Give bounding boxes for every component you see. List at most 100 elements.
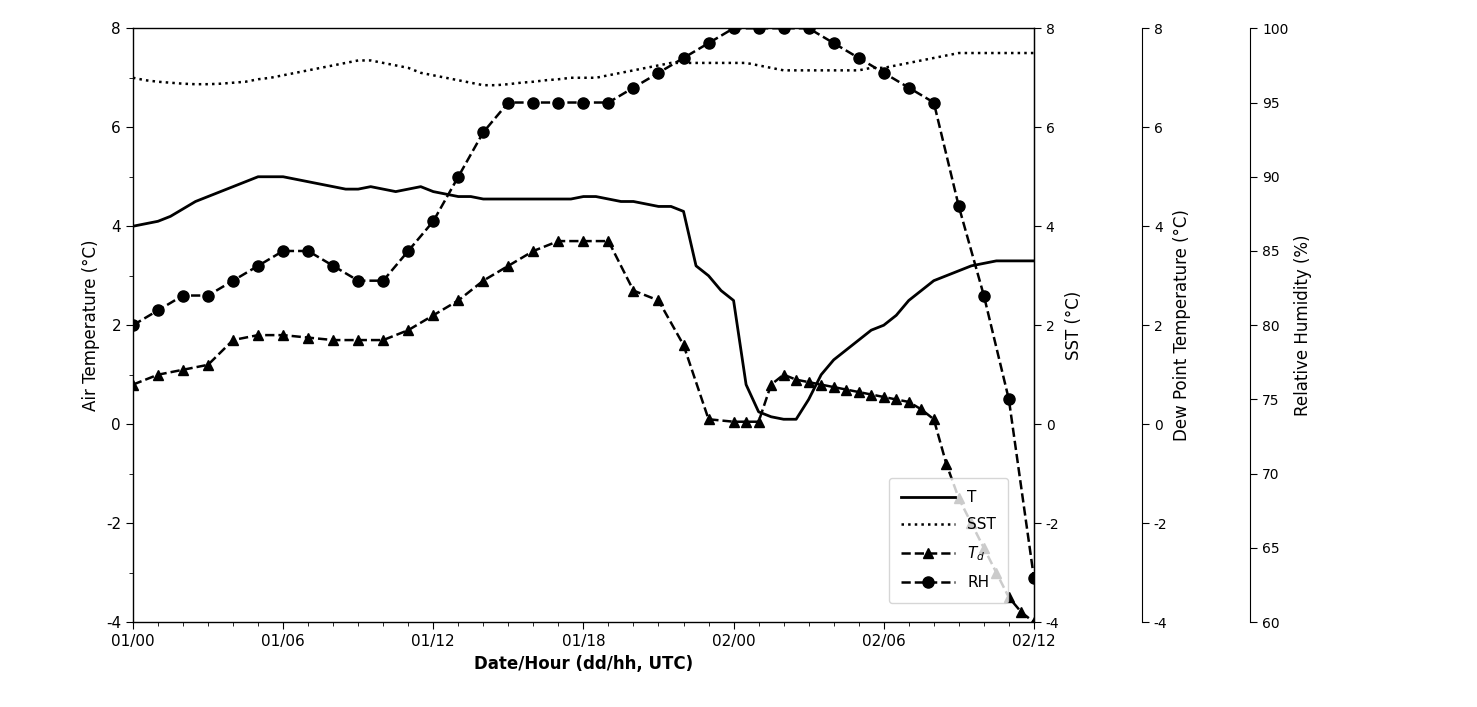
RH — [1000, 395, 1018, 404]
SST — [1025, 49, 1043, 57]
$T_d$ — [549, 237, 567, 245]
$T_d$ — [975, 544, 993, 552]
T — [250, 173, 267, 181]
RH — [575, 98, 592, 107]
$T_d$ — [812, 380, 830, 389]
T — [925, 276, 942, 285]
$T_d$ — [824, 383, 842, 392]
SST — [888, 62, 905, 70]
$T_d$ — [1025, 618, 1043, 626]
$T_d$ — [837, 385, 855, 394]
$T_d$ — [874, 393, 892, 402]
RH — [225, 276, 242, 285]
SST — [124, 74, 142, 82]
RH — [1025, 573, 1043, 582]
$T_d$ — [863, 390, 880, 399]
$T_d$ — [449, 296, 467, 305]
$T_d$ — [988, 568, 1006, 577]
RH — [899, 83, 917, 92]
T — [337, 185, 354, 194]
$T_d$ — [275, 331, 292, 339]
Y-axis label: Dew Point Temperature (°C): Dew Point Temperature (°C) — [1173, 209, 1190, 441]
$T_d$ — [225, 336, 242, 344]
RH — [600, 98, 617, 107]
Y-axis label: Air Temperature (°C): Air Temperature (°C) — [83, 240, 100, 411]
$T_d$ — [725, 417, 743, 426]
RH — [474, 128, 492, 136]
RH — [824, 39, 842, 47]
RH — [424, 217, 442, 226]
$T_d$ — [524, 247, 542, 255]
$T_d$ — [700, 415, 718, 423]
$T_d$ — [938, 460, 956, 468]
RH — [975, 291, 993, 300]
$T_d$ — [849, 387, 867, 396]
$T_d$ — [374, 336, 391, 344]
RH — [449, 173, 467, 181]
RH — [199, 291, 217, 300]
RH — [349, 276, 366, 285]
$T_d$ — [775, 370, 793, 379]
T — [586, 192, 604, 201]
$T_d$ — [424, 311, 442, 320]
RH — [174, 291, 192, 300]
T — [437, 189, 455, 198]
$T_d$ — [650, 296, 668, 305]
X-axis label: Date/Hour (dd/hh, UTC): Date/Hour (dd/hh, UTC) — [474, 655, 693, 672]
RH — [325, 262, 343, 270]
RH — [124, 321, 142, 329]
Line: SST: SST — [133, 53, 1034, 86]
T — [963, 262, 981, 270]
$T_d$ — [325, 336, 343, 344]
$T_d$ — [575, 237, 592, 245]
RH — [300, 247, 318, 255]
RH — [250, 262, 267, 270]
Y-axis label: SST (°C): SST (°C) — [1065, 291, 1083, 360]
RH — [625, 83, 642, 92]
RH — [750, 24, 768, 33]
RH — [925, 98, 942, 107]
SST — [424, 71, 442, 80]
RH — [374, 276, 391, 285]
Legend: T, SST, $T_d$, RH: T, SST, $T_d$, RH — [889, 478, 1009, 602]
$T_d$ — [899, 398, 917, 407]
SST — [586, 74, 604, 82]
RH — [799, 24, 817, 33]
$T_d$ — [250, 331, 267, 339]
$T_d$ — [399, 326, 417, 334]
$T_d$ — [199, 361, 217, 369]
T — [899, 296, 917, 305]
RH — [399, 247, 417, 255]
$T_d$ — [625, 286, 642, 295]
RH — [700, 39, 718, 47]
$T_d$ — [1000, 593, 1018, 602]
RH — [849, 54, 867, 62]
Y-axis label: Relative Humidity (%): Relative Humidity (%) — [1294, 235, 1312, 416]
SST — [913, 57, 931, 65]
$T_d$ — [1013, 608, 1031, 617]
RH — [950, 202, 967, 211]
SST — [325, 62, 343, 70]
$T_d$ — [499, 262, 517, 270]
SST — [950, 49, 967, 57]
RH — [149, 306, 167, 315]
$T_d$ — [675, 341, 693, 349]
T — [1025, 257, 1043, 265]
$T_d$ — [925, 415, 942, 423]
$T_d$ — [300, 334, 318, 342]
$T_d$ — [750, 417, 768, 426]
RH — [275, 247, 292, 255]
T — [775, 415, 793, 423]
$T_d$ — [762, 380, 780, 389]
$T_d$ — [950, 494, 967, 503]
Line: $T_d$: $T_d$ — [128, 236, 1038, 627]
RH — [549, 98, 567, 107]
$T_d$ — [600, 237, 617, 245]
$T_d$ — [963, 519, 981, 527]
Line: T: T — [133, 177, 1034, 419]
RH — [675, 54, 693, 62]
RH — [874, 69, 892, 77]
$T_d$ — [474, 276, 492, 285]
$T_d$ — [737, 417, 755, 426]
$T_d$ — [149, 370, 167, 379]
